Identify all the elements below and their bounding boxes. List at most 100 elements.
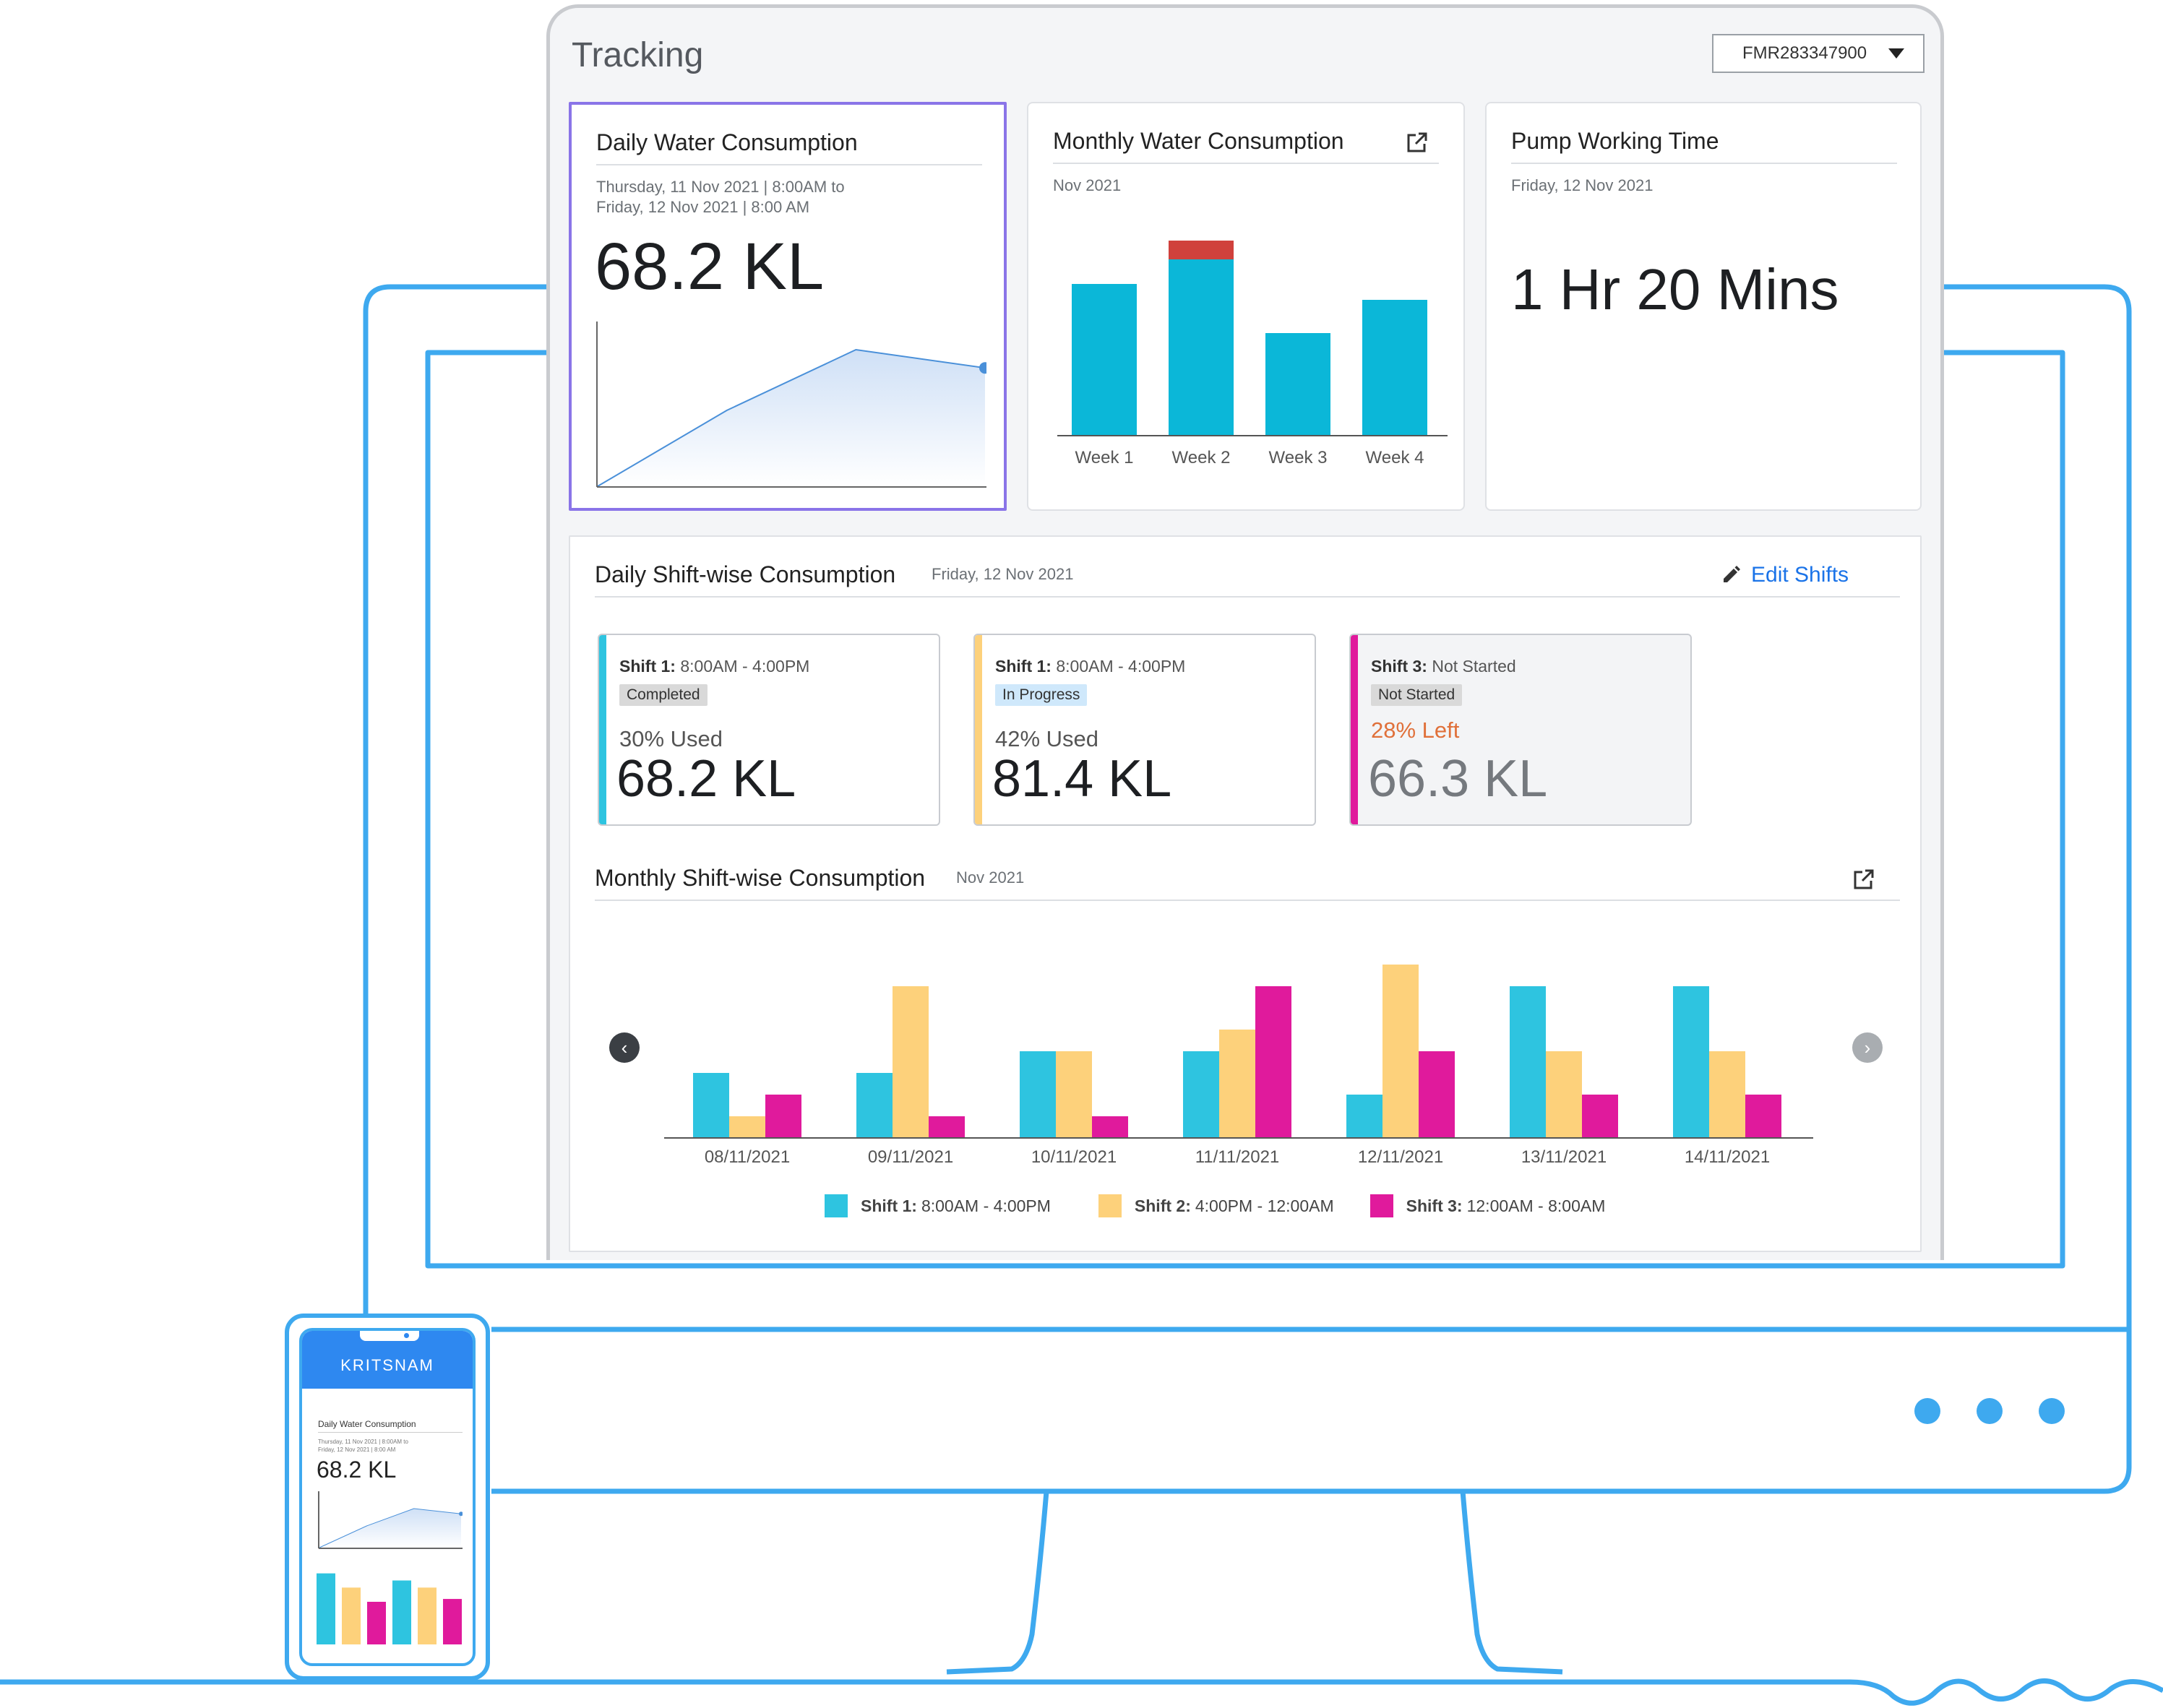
bar-14-11-2021-shift3 [1745,1095,1781,1138]
bar-12-11-2021-shift2 [1382,965,1419,1138]
bar-week-2-s1 [1169,241,1234,259]
shift-time: 8:00AM - 4:00PM [680,657,810,676]
phone-illustration: KRITSNAM Daily Water Consumption Thursda… [285,1314,490,1681]
monitor-dot-2 [1977,1398,2003,1424]
legend-swatch [1369,1194,1393,1217]
bar-13-11-2021-shift1 [1510,986,1546,1138]
chevron-right-icon: › [1864,1036,1871,1058]
phone-bar-chart [317,1573,462,1644]
status-badge: Not Started [1371,684,1463,706]
legend-name: Shift 1: [861,1196,917,1215]
card-period-line1: Thursday, 11 Nov 2021 | 8:00AM to [596,178,845,196]
monitor-frame-right [491,284,2132,1494]
shift-remaining: 28% Left [1371,717,1460,743]
edit-shifts-button[interactable]: Edit Shifts [1721,563,1849,587]
bar-08-11-2021-shift3 [765,1095,801,1138]
shift-name: Shift 1: [995,657,1052,676]
phone-bar [367,1602,386,1644]
x-tick-label: 12/11/2021 [1358,1147,1443,1167]
monitor-inner-screen [425,350,2065,1269]
pump-time-value: 1 Hr 20 Mins [1511,257,1839,322]
daily-area-chart [596,322,986,488]
shift-heading: Shift 3: Not Started [1371,657,1516,676]
shift-value: 68.2 KL [616,750,796,808]
phone-value: 68.2 KL [317,1457,397,1483]
edit-shifts-label: Edit Shifts [1751,563,1849,587]
device-select-value: FMR283347900 [1742,43,1867,63]
phone-notch [360,1331,419,1341]
legend-swatch [1098,1194,1122,1217]
x-tick-label: 13/11/2021 [1521,1147,1607,1167]
shift-heading: Shift 1: 8:00AM - 4:00PM [619,657,809,676]
phone-card-title: Daily Water Consumption [318,1419,416,1429]
pump-time-card[interactable]: Pump Working Time Friday, 12 Nov 2021 1 … [1485,102,1922,511]
shift-time: Not Started [1432,657,1516,676]
page-title: Tracking [572,36,704,74]
phone-period-line2: Friday, 12 Nov 2021 | 8:00 AM [318,1446,396,1453]
shift-usage: 30% Used [619,726,723,751]
bar-11-11-2021-shift2 [1219,1030,1255,1138]
bar-10-11-2021-shift2 [1056,1051,1092,1138]
shift-card-1[interactable]: Shift 1: 8:00AM - 4:00PM Completed 30% U… [598,634,940,826]
phone-bar [418,1587,437,1644]
phone-period: Thursday, 11 Nov 2021 | 8:00AM to Friday… [318,1438,408,1454]
monthly-consumption-card[interactable]: Monthly Water Consumption Nov 2021 Week … [1027,102,1465,511]
area-line [319,1508,462,1548]
monthly-shift-period: Nov 2021 [956,868,1025,887]
daily-shift-title: Daily Shift-wise Consumption [595,561,896,587]
card-period-line2: Friday, 12 Nov 2021 | 8:00 AM [596,198,810,216]
x-tick-label: Week 2 [1172,448,1231,467]
chart-next-button[interactable]: › [1852,1032,1883,1063]
shift-color-bar [599,635,606,824]
x-tick-label: Week 1 [1075,448,1134,467]
legend-time: 12:00AM - 8:00AM [1466,1196,1606,1215]
phone-header: KRITSNAM [302,1331,473,1389]
bar-08-11-2021-shift1 [693,1073,729,1138]
device-select[interactable]: FMR283347900 [1712,34,1925,73]
card-divider [596,164,982,165]
monitor-dot-3 [2039,1398,2065,1424]
x-tick-label: 14/11/2021 [1685,1147,1770,1167]
bar-week-3-s0 [1265,333,1330,436]
bar-week-4-s0 [1362,300,1427,436]
shift-value: 66.3 KL [1368,750,1548,808]
monthly-shift-bar-chart: 08/11/2021 09/11/2021 10/11/2021 11/11/2021… [664,965,1813,1167]
monitor-stand-left [946,1491,1049,1675]
phone-period-line1: Thursday, 11 Nov 2021 | 8:00AM to [318,1439,408,1445]
monthly-bar-chart: Week 1 Week 2 Week 3 Week 4 [1057,241,1448,467]
shift-card-2[interactable]: Shift 1: 8:00AM - 4:00PM In Progress 42%… [973,634,1316,826]
external-link-icon[interactable] [1852,868,1875,891]
area-end-point [979,362,986,374]
section-divider [595,900,1900,901]
phone-area-chart [318,1491,463,1549]
status-badge: Completed [619,684,708,706]
chart-legend: Shift 1: 8:00AM - 4:00PM Shift 2: 4:00PM… [825,1194,1605,1217]
area-fill [598,350,985,486]
phone-divider [318,1432,463,1433]
legend-name: Shift 2: [1134,1196,1191,1215]
status-badge: In Progress [995,684,1088,706]
legend-time: 4:00PM - 12:00AM [1195,1196,1334,1215]
chart-prev-button[interactable]: ‹ [609,1032,640,1063]
bar-week-2-s0 [1169,259,1234,436]
camera-icon [404,1333,409,1338]
daily-shift-date: Friday, 12 Nov 2021 [932,565,1074,583]
shift-card-3[interactable]: Shift 3: Not Started Not Started 28% Lef… [1349,634,1692,826]
shift-usage: 42% Used [995,726,1099,751]
daily-consumption-card[interactable]: Daily Water Consumption Thursday, 11 Nov… [569,102,1007,511]
phone-bar [317,1573,335,1644]
bar-11-11-2021-shift3 [1255,986,1291,1138]
bar-09-11-2021-shift2 [893,986,929,1138]
bar-10-11-2021-shift3 [1092,1116,1128,1138]
area-line [597,348,986,487]
external-link-icon[interactable] [1406,131,1429,154]
phone-bar [443,1599,462,1644]
card-divider [1511,163,1897,164]
card-title: Pump Working Time [1511,128,1719,154]
monthly-shift-title: Monthly Shift-wise Consumption [595,865,926,891]
monitor-frame-left [363,284,546,1331]
legend-swatch [825,1194,848,1217]
phone-screen: KRITSNAM Daily Water Consumption Thursda… [299,1328,476,1666]
bar-13-11-2021-shift2 [1546,1051,1582,1138]
